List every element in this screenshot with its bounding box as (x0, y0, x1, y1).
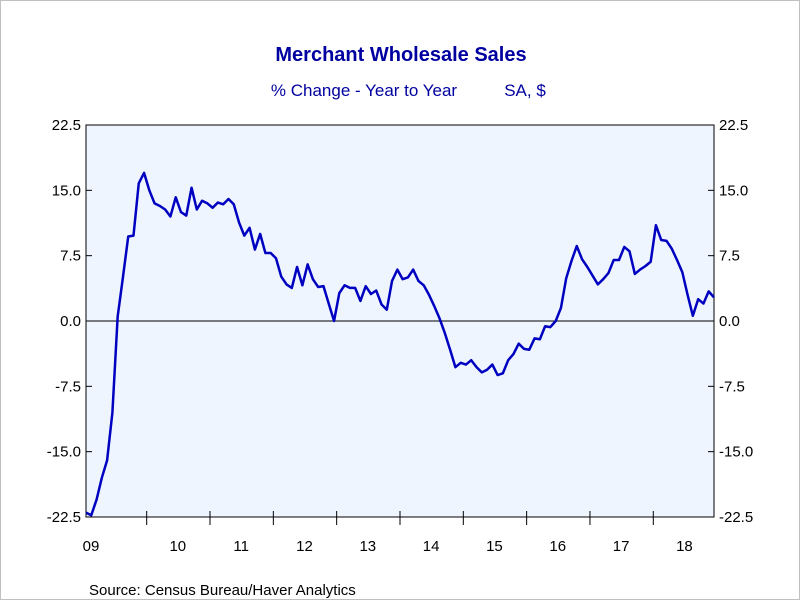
y-axis-left: 22.5 15.0 7.5 0.0 -7.5 -15.0 -22.5 (47, 117, 92, 526)
y-axis-right: 22.5 15.0 7.5 0.0 -7.5 -15.0 -22.5 (708, 117, 753, 526)
y-tick-label-left: 15.0 (52, 182, 81, 199)
x-tick-label: 15 (486, 538, 503, 555)
y-tick-label-left: 7.5 (60, 248, 81, 265)
y-tick-label-right: 7.5 (719, 248, 740, 265)
y-tick-label-right: -15.0 (719, 444, 753, 461)
x-tick-label: 17 (613, 538, 630, 555)
y-tick-label-right: 0.0 (719, 313, 740, 330)
x-tick-label: 12 (296, 538, 313, 555)
chart-title: Merchant Wholesale Sales (275, 44, 526, 66)
x-tick-label: 11 (233, 538, 249, 555)
y-tick-label-left: 22.5 (52, 117, 81, 134)
y-tick-label-left: -7.5 (55, 378, 81, 395)
y-tick-label-right: 15.0 (719, 182, 748, 199)
x-tick-label: 13 (359, 538, 376, 555)
x-tick-label: 16 (549, 538, 566, 555)
x-tick-label: 18 (676, 538, 693, 555)
x-axis: 09 10 11 12 13 14 15 16 17 18 (83, 511, 693, 555)
y-tick-label-right: 22.5 (719, 117, 748, 134)
y-tick-label-right: -22.5 (719, 509, 753, 526)
y-tick-label-left: -15.0 (47, 444, 81, 461)
y-tick-label-right: -7.5 (719, 378, 745, 395)
x-tick-label: 14 (423, 538, 440, 555)
y-tick-label-left: -22.5 (47, 509, 81, 526)
x-tick-label: 10 (169, 538, 186, 555)
source-note: Source: Census Bureau/Haver Analytics (89, 582, 356, 599)
x-tick-label: 09 (83, 538, 100, 555)
y-tick-label-left: 0.0 (60, 313, 81, 330)
chart-subtitle-units: SA, $ (504, 81, 546, 100)
series-line (85, 171, 715, 517)
chart-subtitle: % Change - Year to Year (271, 81, 458, 100)
